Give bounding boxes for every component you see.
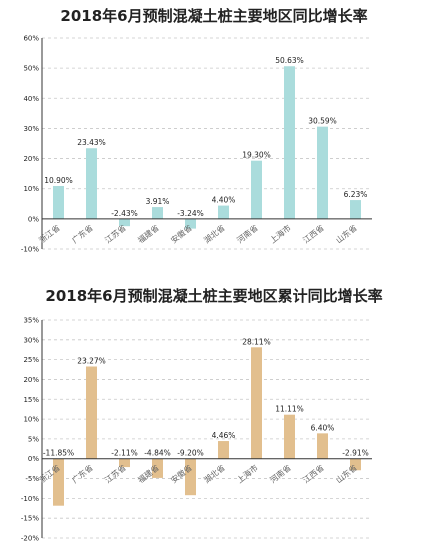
data-label: 23.27% xyxy=(77,356,106,365)
y-tick-label: 10% xyxy=(23,185,39,193)
bar xyxy=(350,458,361,471)
data-label: 19.30% xyxy=(242,151,271,160)
bar xyxy=(251,160,262,219)
y-tick-label: 20% xyxy=(23,376,39,384)
bar xyxy=(53,458,64,506)
bar xyxy=(317,126,328,219)
category-label: 河南省 xyxy=(268,462,293,485)
y-tick-label: -10% xyxy=(21,246,39,254)
y-tick-label: 30% xyxy=(23,336,39,344)
data-label: 6.40% xyxy=(311,423,335,432)
data-label: 3.91% xyxy=(146,197,170,206)
category-label: 上海市 xyxy=(235,462,260,485)
data-label: -9.20% xyxy=(177,449,204,458)
bar xyxy=(185,218,196,229)
data-label: 4.46% xyxy=(212,431,236,440)
category-label: 浙江省 xyxy=(37,223,62,246)
bar xyxy=(53,186,64,219)
data-label: -2.43% xyxy=(111,209,138,218)
chart-title: 2018年6月预制混凝土桩主要地区同比增长率 xyxy=(60,7,367,25)
data-label: 6.23% xyxy=(344,190,368,199)
y-tick-label: 20% xyxy=(23,155,39,163)
y-tick-label: 35% xyxy=(23,317,39,325)
y-tick-label: 60% xyxy=(23,35,39,43)
category-label: 江苏省 xyxy=(103,462,128,485)
category-label: 广东省 xyxy=(70,462,95,485)
category-label: 湖北省 xyxy=(202,223,227,246)
chart-yoy-growth: 2018年6月预制混凝土桩主要地区同比增长率 -10% 0% 10% 20% 30% 40… xyxy=(21,7,372,254)
data-label: 10.90% xyxy=(44,176,73,185)
data-label: 4.40% xyxy=(212,196,236,205)
bar xyxy=(119,218,130,227)
category-label: 江西省 xyxy=(301,462,326,485)
chart-cumulative-yoy-growth-svg: 2018年6月预制混凝土桩主要地区累计同比增长率 -20% -15% -10% -5%… xyxy=(21,287,383,543)
bar xyxy=(185,458,196,496)
y-tick-label: 50% xyxy=(23,65,39,73)
category-label: 江西省 xyxy=(301,223,326,246)
y-tick-label: -10% xyxy=(21,495,39,503)
bar xyxy=(152,207,163,219)
y-tick-label: 25% xyxy=(23,356,39,364)
data-label: 23.43% xyxy=(77,138,106,147)
bar xyxy=(218,205,229,219)
data-label: 50.63% xyxy=(275,56,304,65)
y-tick-label: 10% xyxy=(23,416,39,424)
data-label: -11.85% xyxy=(43,449,74,458)
data-label: 28.11% xyxy=(242,337,271,346)
data-label: -2.11% xyxy=(111,449,138,458)
category-label: 福建省 xyxy=(136,223,161,246)
y-tick-label: -20% xyxy=(21,535,39,543)
y-tick-label: 30% xyxy=(23,125,39,133)
y-tick-label: 5% xyxy=(28,435,39,443)
y-tick-label: 0% xyxy=(28,215,39,223)
category-label: 江苏省 xyxy=(103,223,128,246)
chart-yoy-growth-svg: 2018年6月预制混凝土桩主要地区同比增长率 -10% 0% 10% 20% 30% 40… xyxy=(21,7,372,254)
bar xyxy=(119,458,130,468)
category-label: 广东省 xyxy=(70,223,95,246)
category-label: 安徽省 xyxy=(169,223,194,246)
bar xyxy=(251,347,262,459)
category-label: 湖北省 xyxy=(202,462,227,485)
data-label: 30.59% xyxy=(308,117,337,126)
bar xyxy=(86,366,97,459)
bar xyxy=(317,433,328,459)
y-tick-label: -5% xyxy=(25,475,39,483)
y-tick-label: 15% xyxy=(23,396,39,404)
bar xyxy=(284,414,295,459)
chart-title: 2018年6月预制混凝土桩主要地区累计同比增长率 xyxy=(45,287,382,305)
bar xyxy=(86,148,97,219)
category-label: 河南省 xyxy=(235,223,260,246)
category-label: 上海市 xyxy=(268,223,293,246)
data-label: -3.24% xyxy=(177,209,204,218)
category-label: 山东省 xyxy=(334,462,359,485)
category-label: 山东省 xyxy=(334,223,359,246)
bar xyxy=(350,200,361,219)
bar xyxy=(284,66,295,219)
bar xyxy=(152,458,163,478)
chart-cumulative-yoy-growth: 2018年6月预制混凝土桩主要地区累计同比增长率 -20% -15% -10% -5%… xyxy=(0,280,429,551)
y-tick-label: 40% xyxy=(23,95,39,103)
y-tick-label: 0% xyxy=(28,455,39,463)
data-label: -2.91% xyxy=(342,449,369,458)
bar xyxy=(218,441,229,459)
data-label: -4.84% xyxy=(144,449,171,458)
data-label: 11.11% xyxy=(275,405,304,414)
y-tick-label: -15% xyxy=(21,515,39,523)
